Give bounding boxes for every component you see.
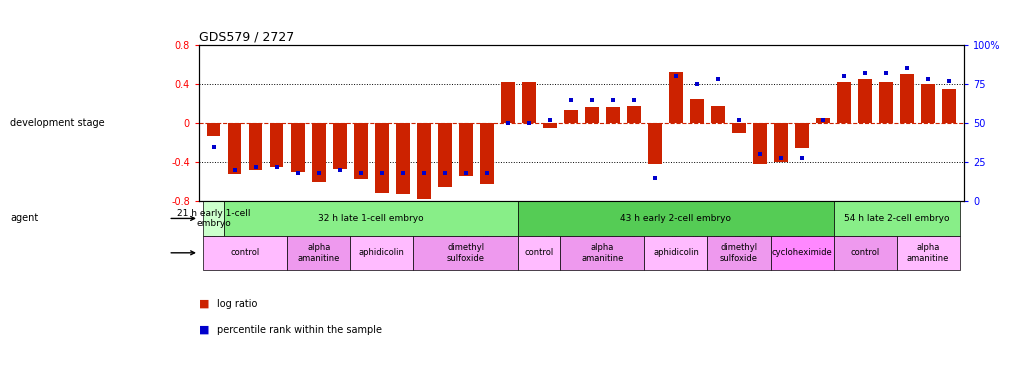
Bar — [878, 82, 892, 123]
Bar — [900, 74, 913, 123]
Bar — [837, 82, 850, 123]
Bar — [518, 236, 559, 270]
Text: development stage: development stage — [10, 118, 105, 128]
Bar — [710, 105, 725, 123]
Bar — [500, 82, 515, 123]
Text: aphidicolin: aphidicolin — [359, 248, 405, 257]
Bar — [833, 236, 896, 270]
Text: dimethyl
sulfoxide: dimethyl sulfoxide — [719, 243, 757, 262]
Bar — [559, 236, 644, 270]
Text: control: control — [230, 248, 260, 257]
Bar — [647, 123, 661, 164]
Bar — [417, 123, 430, 199]
Text: control: control — [850, 248, 878, 257]
Text: alpha
amanitine: alpha amanitine — [298, 243, 339, 262]
Bar — [795, 123, 808, 147]
Bar — [522, 82, 535, 123]
Bar — [350, 236, 413, 270]
Bar — [815, 118, 829, 123]
Bar — [227, 123, 242, 174]
Bar — [896, 236, 959, 270]
Bar — [644, 236, 707, 270]
Bar — [375, 123, 388, 194]
Text: 43 h early 2-cell embryo: 43 h early 2-cell embryo — [620, 214, 731, 223]
Text: GDS579 / 2727: GDS579 / 2727 — [199, 31, 293, 44]
Bar — [942, 89, 955, 123]
Bar — [203, 201, 224, 236]
Bar — [203, 236, 287, 270]
Bar — [413, 236, 518, 270]
Text: percentile rank within the sample: percentile rank within the sample — [217, 325, 382, 335]
Bar — [518, 201, 833, 236]
Bar — [627, 105, 640, 123]
Bar — [207, 123, 220, 136]
Bar — [564, 110, 577, 123]
Bar — [480, 123, 493, 184]
Text: dimethyl
sulfoxide: dimethyl sulfoxide — [446, 243, 484, 262]
Text: control: control — [524, 248, 553, 257]
Bar — [312, 123, 325, 182]
Bar — [732, 123, 745, 133]
Bar — [585, 106, 598, 123]
Bar — [437, 123, 451, 187]
Bar — [752, 123, 766, 164]
Text: 32 h late 1-cell embryo: 32 h late 1-cell embryo — [318, 214, 424, 223]
Text: 21 h early 1-cell
embryo: 21 h early 1-cell embryo — [176, 209, 250, 228]
Bar — [249, 123, 262, 170]
Text: alpha
amanitine: alpha amanitine — [906, 243, 949, 262]
Bar — [459, 123, 472, 176]
Text: ■: ■ — [199, 325, 209, 335]
Text: 54 h late 2-cell embryo: 54 h late 2-cell embryo — [843, 214, 949, 223]
Text: alpha
amanitine: alpha amanitine — [581, 243, 623, 262]
Bar — [769, 236, 833, 270]
Text: aphidicolin: aphidicolin — [652, 248, 698, 257]
Bar — [290, 123, 305, 172]
Bar — [857, 79, 871, 123]
Text: log ratio: log ratio — [217, 299, 258, 309]
Bar — [605, 106, 620, 123]
Bar — [270, 123, 283, 167]
Bar — [833, 201, 959, 236]
Bar — [690, 99, 703, 123]
Bar — [668, 72, 682, 123]
Bar — [707, 236, 769, 270]
Bar — [395, 123, 410, 194]
Bar — [773, 123, 787, 162]
Text: agent: agent — [10, 213, 39, 223]
Bar — [224, 201, 518, 236]
Text: ■: ■ — [199, 299, 209, 309]
Bar — [354, 123, 367, 179]
Bar — [332, 123, 346, 169]
Bar — [542, 123, 556, 128]
Bar — [920, 84, 934, 123]
Text: cycloheximide: cycloheximide — [771, 248, 832, 257]
Bar — [287, 236, 350, 270]
